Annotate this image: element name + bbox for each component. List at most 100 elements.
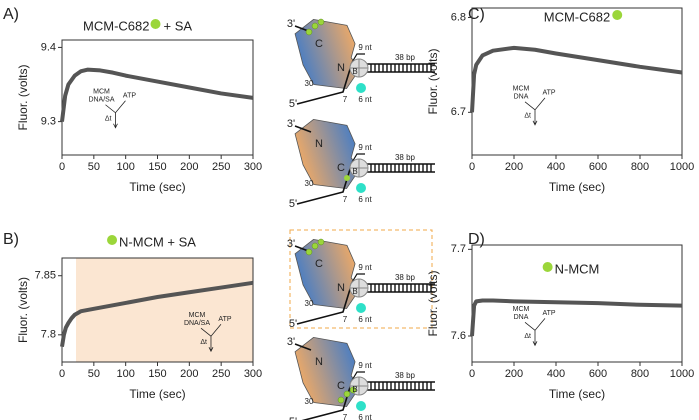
plot-frame [471,7,683,156]
fluor-dot [356,303,366,313]
x-tick-label: 600 [589,368,607,380]
annotation-arrow [524,97,546,126]
x-tick-label: 400 [547,161,565,173]
diagram-label: B [352,67,357,76]
fluorophore-icon [317,238,325,246]
mcm-body [294,336,360,408]
y-axis-label: Fluor. (volts) [426,48,440,114]
annotation: DNA [514,94,529,101]
diagram-label: 30 [305,299,314,308]
annotation: DNA/SA [184,320,210,327]
mcm-body [294,18,360,90]
diagram-label: 30 [305,397,314,406]
chart-title: + SA [164,18,193,33]
mcm-body [294,238,360,310]
fluorophore-icon [344,175,350,181]
y-axis-label: Fluor. (volts) [16,64,30,130]
diagram-label: 38 bp [395,273,416,282]
x-tick-label: 50 [88,368,100,380]
sa-cross [350,159,368,177]
diagram-label: 3' [287,18,295,30]
diagram-label: 3' [287,238,295,250]
diagram-label: 38 bp [395,53,416,62]
annotation: DNA [514,314,529,321]
x-tick-label: 100 [116,161,134,173]
x-axis-label: Time (sec) [129,387,185,401]
chart-title: N-MCM + SA [119,234,196,249]
y-tick-label: 6.7 [451,106,466,118]
fluorophore-icon [311,242,319,250]
data-line [470,45,683,113]
fluor-dot [356,401,366,411]
x-tick-label: 800 [631,368,649,380]
diagram-label: 7 [343,413,348,420]
fluorophore-icon [305,248,313,256]
diagram-label: N [337,282,345,294]
diagram-label: 5' [289,98,297,110]
panel-label: B) [3,231,19,248]
annotation: MCM [189,312,206,319]
annotation: MCM [93,89,110,96]
fluorophore-icon [349,386,357,394]
annotation: MCM [513,86,530,93]
y-axis-label: Fluor. (volts) [426,270,440,336]
panel-label: C) [468,6,485,23]
sa-cross [350,377,368,395]
diagram-label: C [315,258,323,270]
diagram-label: 6 nt [358,413,372,420]
diagram-label: 6 nt [358,315,372,324]
annotation: ATP [542,90,555,97]
chart-title: MCM-C682 [83,18,149,33]
x-tick-label: 200 [505,161,523,173]
fluor-dot [356,83,366,93]
highlight-box [289,229,433,329]
diagram-label: 9 nt [358,43,372,52]
y-tick-label: 7.7 [451,243,466,255]
diagram-label: 7 [343,95,348,104]
diagram-label: B [352,287,357,296]
sa-cross [350,279,368,297]
fluorophore-icon [542,262,553,272]
data-line [470,298,683,337]
annotation: MCM [513,306,530,313]
x-tick-label: 0 [59,368,65,380]
diagram-label: B [352,385,357,394]
diagram-label: 38 bp [395,371,416,380]
panel-label: A) [3,6,19,23]
diagram-label: 5' [289,198,297,210]
annotation-arrow [105,100,126,129]
diagram-label: 30 [305,179,314,188]
y-tick-label: 6.8 [451,11,466,23]
y-tick-label: 9.3 [41,116,56,128]
x-tick-label: 300 [244,368,262,380]
diagram-label: 9 nt [358,263,372,272]
x-tick-label: 1000 [670,161,694,173]
shaded-region [76,258,253,362]
data-line [60,280,254,347]
mcm-diagram: 3' C N 9 nt 38 bp 30 7 5' B 6 nt [287,238,435,330]
annotation: Δt [524,333,531,340]
annotation: Δt [524,113,531,120]
x-tick-label: 0 [59,161,65,173]
fluor-dot [356,183,366,193]
y-axis-label: Fluor. (volts) [16,277,30,343]
x-tick-label: 250 [212,161,230,173]
fluorophore-icon [612,10,623,20]
chart-title: N-MCM [555,261,600,276]
x-tick-label: 0 [469,368,475,380]
fluorophore-icon [343,390,351,398]
annotation: Δt [200,339,207,346]
mcm-body [294,118,360,190]
x-axis-label: Time (sec) [549,180,605,194]
x-tick-label: 200 [180,368,198,380]
plot-frame [471,244,683,363]
data-line [60,67,254,122]
x-tick-label: 0 [469,161,475,173]
x-tick-label: 250 [212,368,230,380]
diagram-label: 5' [289,318,297,330]
x-axis-label: Time (sec) [129,180,185,194]
x-tick-label: 200 [505,368,523,380]
fluorophore-icon [337,396,345,404]
diagram-label: 6 nt [358,195,372,204]
panel-label: D) [468,231,485,248]
